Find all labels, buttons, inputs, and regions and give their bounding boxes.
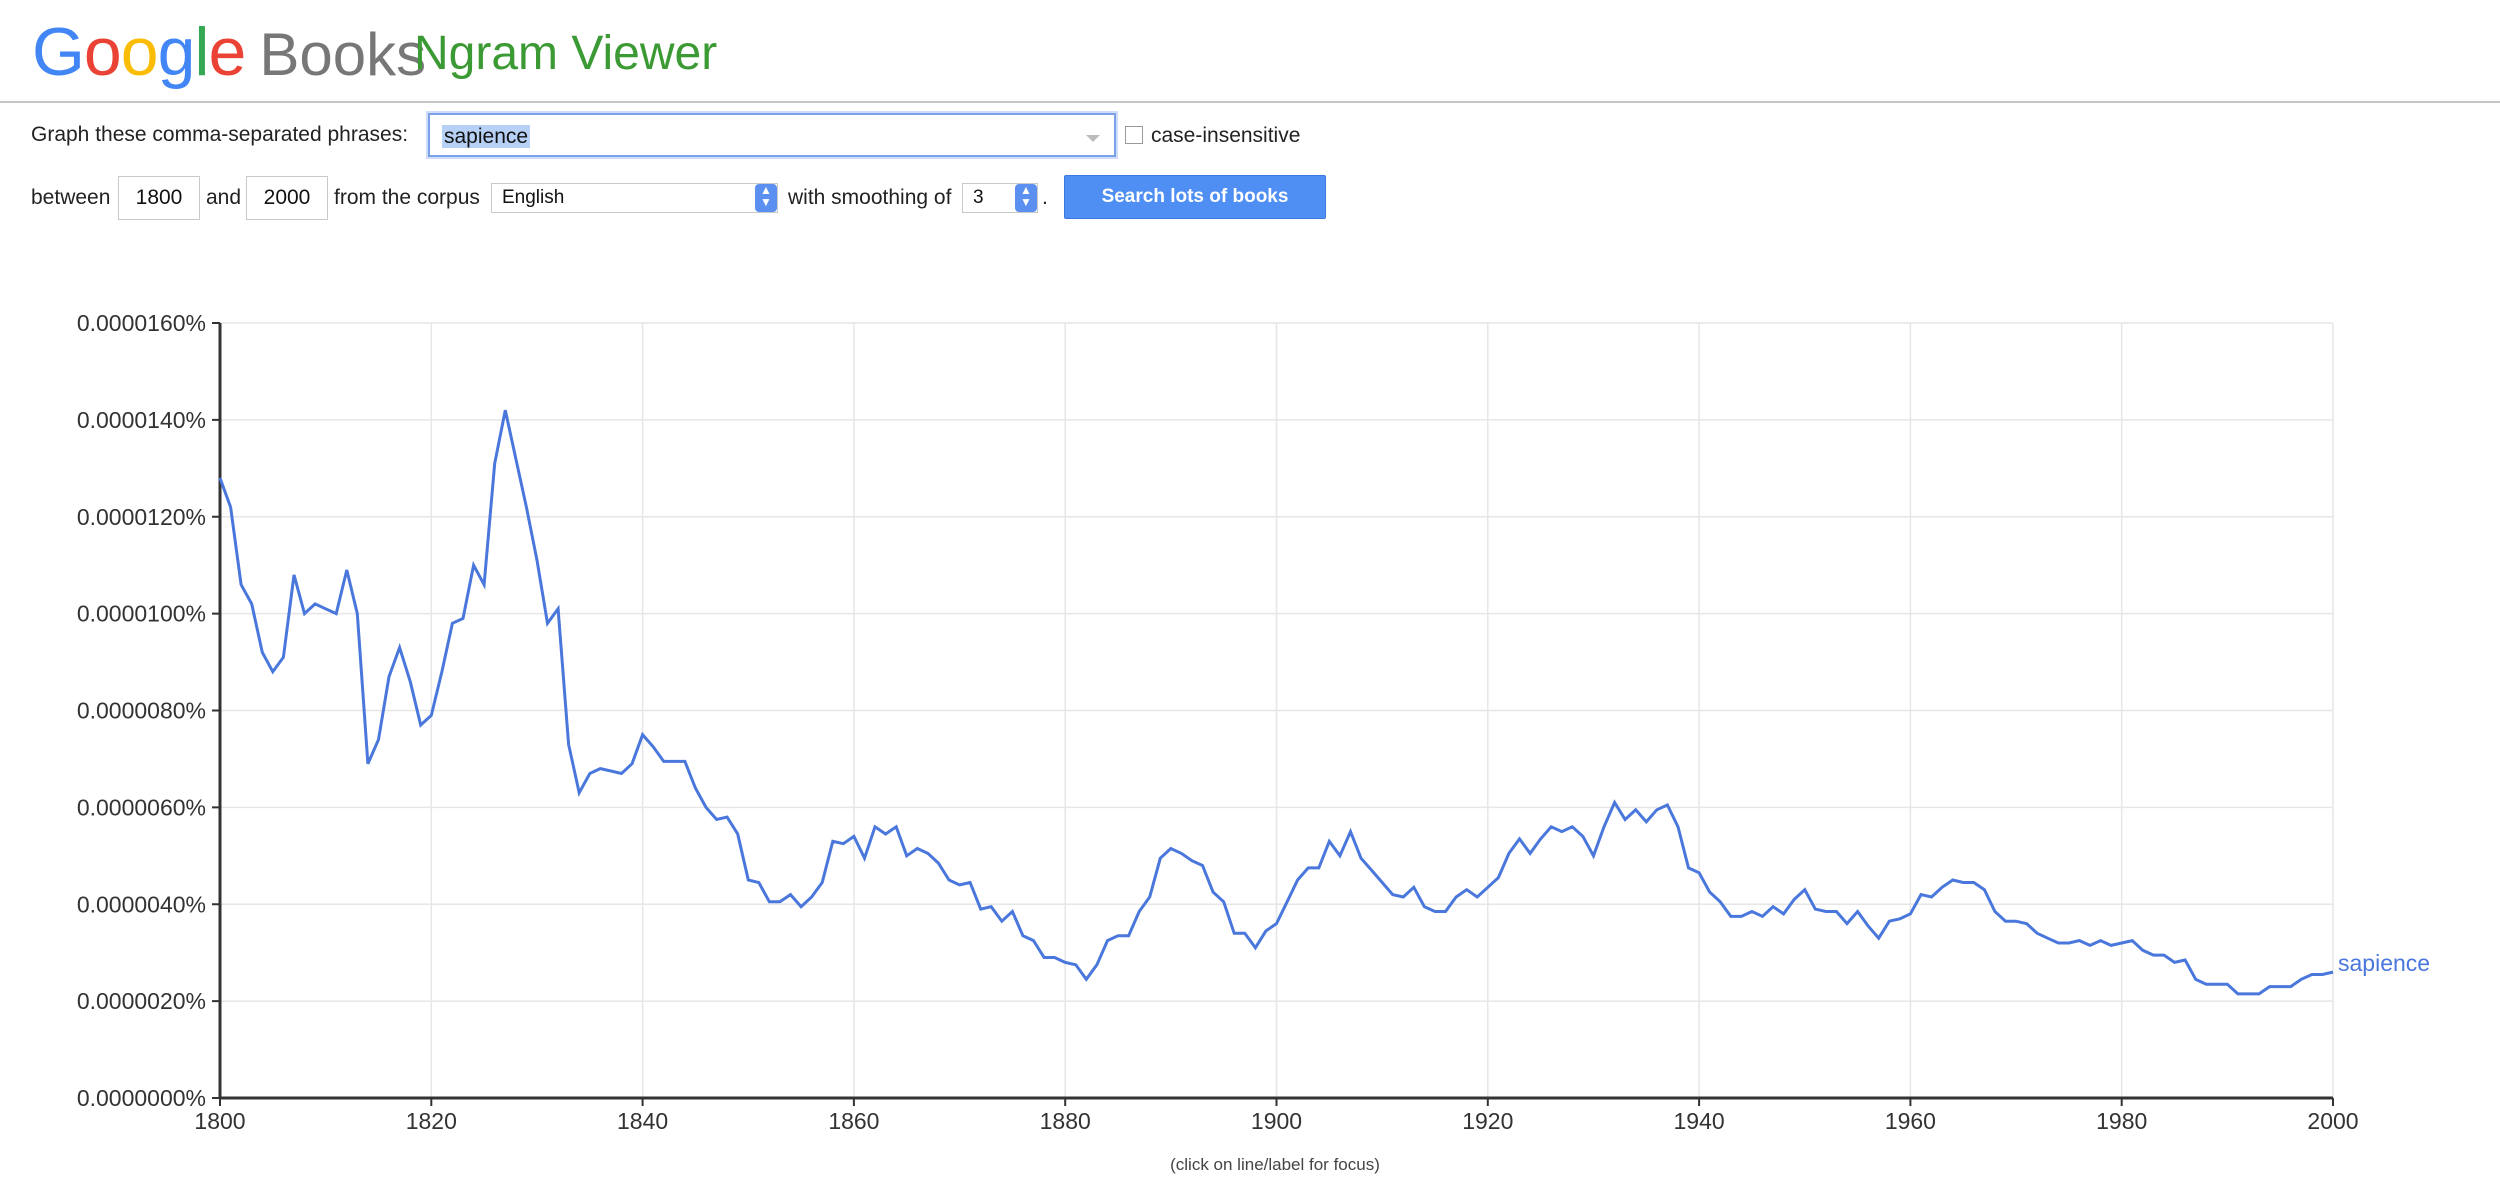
x-tick-label: 2000 — [2307, 1108, 2358, 1134]
y-tick-label: 0.0000120% — [77, 504, 206, 530]
y-tick-label: 0.0000080% — [77, 698, 206, 724]
smoothing-select[interactable]: 3 ▲ ▼ — [962, 183, 1038, 213]
x-tick-label: 1940 — [1674, 1108, 1725, 1134]
y-tick-label: 0.0000020% — [77, 988, 206, 1014]
logo-letter: e — [208, 14, 247, 90]
period-text: . — [1042, 186, 1048, 209]
select-stepper-icon[interactable]: ▲ ▼ — [1015, 184, 1037, 212]
x-tick-label: 1900 — [1251, 1108, 1302, 1134]
x-tick-label: 1820 — [406, 1108, 457, 1134]
chart-grid — [219, 322, 2334, 1099]
select-stepper-icon[interactable]: ▲ ▼ — [755, 184, 777, 212]
y-tick-label: 0.0000000% — [77, 1085, 206, 1111]
smoothing-select-value: 3 — [973, 187, 984, 208]
y-tick-label: 0.0000160% — [77, 310, 206, 336]
logo-letter: o — [83, 14, 122, 90]
smoothing-label: with smoothing of — [788, 186, 952, 209]
x-tick-label: 1980 — [2096, 1108, 2147, 1134]
search-button[interactable]: Search lots of books — [1064, 175, 1326, 219]
x-axis-ticks: 1800 1820 1840 1860 1880 1900 1920 1940 1960 1980… — [194, 1108, 2358, 1134]
logo-letter: o — [120, 14, 159, 90]
chart-footnote: (click on line/label for focus) — [1170, 1155, 1380, 1174]
corpus-select-value: English — [502, 187, 565, 208]
x-tick-label: 1880 — [1040, 1108, 1091, 1134]
case-insensitive-checkbox[interactable] — [1125, 126, 1143, 144]
series-label-sapience[interactable]: sapience — [2338, 950, 2430, 976]
header-divider — [0, 101, 2500, 103]
ngram-chart: 0.0000000% 0.0000020% 0.0000040% 0.0000060%… — [77, 310, 2430, 1134]
y-tick-label: 0.0000060% — [77, 794, 206, 820]
end-year-input[interactable]: 2000 — [246, 176, 328, 220]
y-axis-ticks: 0.0000000% 0.0000020% 0.0000040% 0.0000060%… — [77, 310, 206, 1111]
corpus-select[interactable]: English ▲ ▼ — [491, 183, 778, 213]
x-tick-label: 1860 — [828, 1108, 879, 1134]
between-label: between — [31, 186, 111, 209]
chart-axes — [212, 322, 2334, 1106]
x-tick-label: 1960 — [1885, 1108, 1936, 1134]
x-tick-label: 1840 — [617, 1108, 668, 1134]
logo-books-text: Books — [259, 21, 427, 88]
phrases-label: Graph these comma-separated phrases: — [31, 123, 409, 146]
and-label: and — [206, 186, 242, 209]
dropdown-arrow-icon[interactable] — [1086, 135, 1100, 142]
phrases-input[interactable]: sapience — [428, 113, 1116, 157]
x-tick-label: 1920 — [1462, 1108, 1513, 1134]
case-insensitive-label: case-insensitive — [1151, 124, 1301, 147]
start-year-input[interactable]: 1800 — [118, 176, 200, 220]
logo-letter: G — [32, 14, 85, 90]
y-tick-label: 0.0000040% — [77, 891, 206, 917]
corpus-label: from the corpus — [334, 186, 480, 209]
phrases-input-value: sapience — [442, 125, 531, 149]
product-title: Ngram Viewer — [414, 27, 718, 80]
series-line-sapience[interactable] — [218, 409, 2334, 996]
logo-letter: l — [194, 14, 209, 90]
y-tick-label: 0.0000140% — [77, 407, 206, 433]
x-tick-label: 1800 — [194, 1108, 245, 1134]
y-tick-label: 0.0000100% — [77, 601, 206, 627]
logo-letter: g — [157, 14, 196, 90]
